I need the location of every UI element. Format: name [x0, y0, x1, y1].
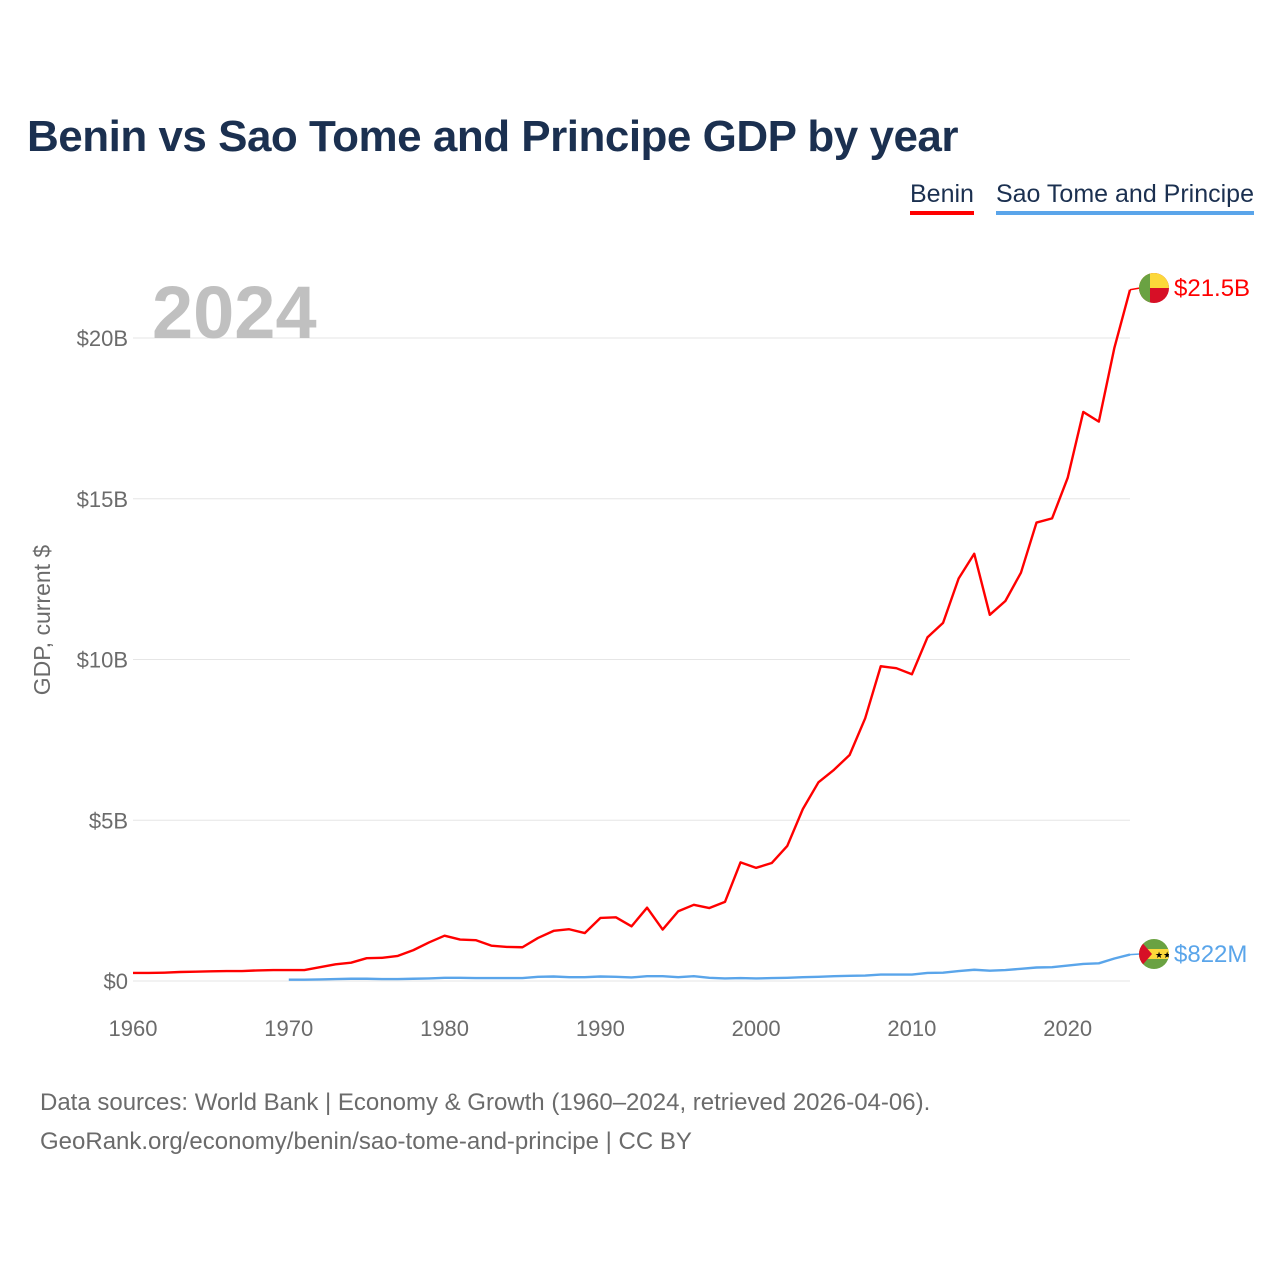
x-tick-label: 1970 [264, 1016, 313, 1041]
end-label-connector [1129, 287, 1141, 291]
chart-title: Benin vs Sao Tome and Principe GDP by ye… [27, 112, 959, 161]
x-tick-label: 1960 [109, 1016, 158, 1041]
x-tick-label: 1980 [420, 1016, 469, 1041]
year-watermark: 2024 [152, 271, 317, 354]
y-tick-label: $15B [77, 487, 128, 512]
sao-tome-flag-icon: ★★ [1139, 939, 1171, 969]
footer-sources: Data sources: World Bank | Economy & Gro… [40, 1089, 931, 1116]
legend-benin[interactable]: Benin [910, 180, 974, 215]
y-tick-label: $0 [104, 969, 128, 994]
footer-link[interactable]: GeoRank.org/economy/benin/sao-tome-and-p… [40, 1128, 692, 1155]
y-tick-label: $10B [77, 648, 128, 673]
legend: Benin Sao Tome and Principe [910, 180, 1254, 215]
series-line-sao-tome [288, 953, 1131, 981]
y-tick-label: $20B [77, 326, 128, 351]
x-tick-label: 1990 [576, 1016, 625, 1041]
series-line-benin [133, 289, 1132, 975]
y-tick-label: $5B [89, 808, 128, 833]
end-label-connector [1129, 953, 1141, 956]
end-value-label: $21.5B [1174, 275, 1250, 302]
x-tick-label: 2020 [1043, 1016, 1092, 1041]
y-axis-label: GDP, current $ [29, 545, 55, 696]
footer: Data sources: World Bank | Economy & Gro… [40, 1083, 930, 1161]
legend-sao-tome[interactable]: Sao Tome and Principe [995, 180, 1254, 215]
svg-text:★★: ★★ [1155, 950, 1171, 960]
end-value-label: $822M [1174, 941, 1247, 968]
x-tick-label: 2010 [887, 1016, 936, 1041]
benin-flag-icon [1139, 273, 1169, 303]
x-tick-label: 2000 [732, 1016, 781, 1041]
